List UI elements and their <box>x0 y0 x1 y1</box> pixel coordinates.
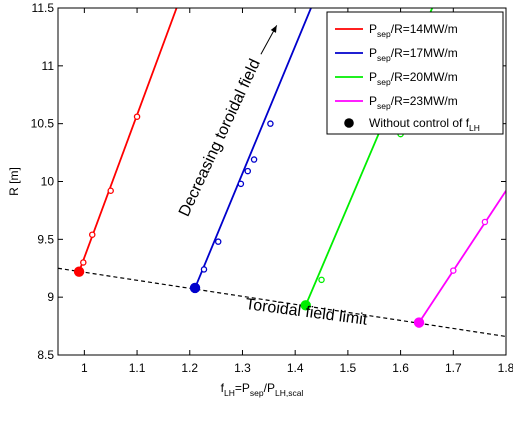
x-axis-label: fLH=Psep/PLH,scal <box>221 381 304 398</box>
y-tick-label: 11.5 <box>32 1 55 15</box>
series-line-2 <box>194 8 312 289</box>
x-tick-label: 1.2 <box>181 361 198 375</box>
legend-label-3: Psep/R=20MW/m <box>369 70 458 87</box>
series-2-start-point <box>189 282 201 294</box>
series-1-point-3 <box>107 187 114 195</box>
legend-label-1: Psep/R=14MW/m <box>369 22 458 39</box>
x-tick-label: 1 <box>81 361 88 375</box>
x-label-part: f <box>221 381 225 395</box>
x-tick-label: 1.1 <box>129 361 146 375</box>
x-tick-label: 1.3 <box>234 361 251 375</box>
axis-labels: fLH=Psep/PLH,scal R [m] <box>7 167 303 398</box>
series-2-point-5 <box>250 156 258 163</box>
y-tick-label: 10.5 <box>31 117 55 131</box>
legend-label-main: P <box>369 46 377 60</box>
x-tick-label: 1.7 <box>445 361 462 375</box>
series-3-point-1 <box>318 276 325 284</box>
series-2-point-2 <box>214 238 222 245</box>
series-4-point-2 <box>481 218 489 226</box>
legend-label-marker: Without control of fLH <box>369 116 480 133</box>
legend-label-rest: /R=14MW/m <box>391 22 458 36</box>
legend-label-sub: sep <box>377 77 391 87</box>
x-label-part: /P <box>264 381 275 395</box>
series-2-point-3 <box>237 180 245 188</box>
series-line-1 <box>78 8 178 273</box>
legend: Psep/R=14MW/mPsep/R=17MW/mPsep/R=20MW/mP… <box>326 11 504 135</box>
series-1-point-1 <box>80 259 87 266</box>
legend-label-main: P <box>369 94 377 108</box>
series-2-point-1 <box>200 266 208 273</box>
x-tick-label: 1.8 <box>498 361 513 375</box>
legend-label-4: Psep/R=23MW/m <box>369 94 458 111</box>
y-axis-label: R [m] <box>7 167 21 196</box>
legend-marker-sub: LH <box>469 123 480 133</box>
series-2-point-4 <box>244 167 251 175</box>
y-tick-label: 10 <box>41 175 55 189</box>
series-2-point-6 <box>267 120 274 127</box>
x-label-part: LH,scal <box>275 388 303 398</box>
legend-label-sub: sep <box>377 29 391 39</box>
series-1-point-4 <box>133 113 141 120</box>
series-line-4 <box>418 190 506 324</box>
legend-label-main: P <box>369 70 377 84</box>
y-tick-label: 9.5 <box>37 232 54 246</box>
tick-labels: 1 1.1 1.2 1.3 1.4 1.5 1.6 1.7 1.8 8.5 9 9.5 10 10.5 11… <box>31 1 513 375</box>
legend-label-main: P <box>369 22 377 36</box>
x-label-part: sep <box>250 388 264 398</box>
series-3-start-point <box>300 300 311 311</box>
legend-marker-main: Without control of f <box>369 116 470 130</box>
legend-label-sub: sep <box>377 101 391 111</box>
legend-label-rest: /R=17MW/m <box>391 46 458 60</box>
legend-label-2: Psep/R=17MW/m <box>369 46 458 63</box>
arrow-head <box>270 25 277 33</box>
x-label-part: LH <box>224 388 235 398</box>
legend-marker-swatch <box>344 118 354 128</box>
y-tick-label: 8.5 <box>37 348 54 362</box>
limit-line <box>58 267 506 338</box>
legend-box <box>326 11 504 135</box>
x-tick-label: 1.5 <box>340 361 357 375</box>
series-4-point-1 <box>450 267 457 274</box>
series-4-start-point <box>413 317 425 328</box>
decreasing-field-arrow <box>260 25 278 55</box>
y-tick-label: 9 <box>47 290 54 304</box>
x-label-part: =P <box>235 381 250 395</box>
legend-label-rest: /R=20MW/m <box>391 70 458 84</box>
series-1-start-point <box>73 266 85 277</box>
x-tick-label: 1.4 <box>287 361 304 375</box>
series-1-point-2 <box>89 231 96 238</box>
legend-label-rest: /R=23MW/m <box>391 94 458 108</box>
annotation-2: Decreasing toroidal field <box>176 57 264 220</box>
x-tick-label: 1.6 <box>392 361 409 375</box>
legend-label-sub: sep <box>377 53 391 63</box>
y-tick-label: 11 <box>42 59 55 73</box>
